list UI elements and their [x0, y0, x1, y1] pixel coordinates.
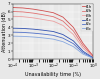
- f2h: [33, 13, 34, 14]
- f2c: [13, 32, 14, 33]
- f2c: [33, 33, 34, 34]
- f3h: [53, 21, 54, 22]
- Line: f2h: f2h: [13, 12, 94, 57]
- f2c: [22, 32, 23, 33]
- f1h: [73, 27, 74, 28]
- Line: f2c: f2c: [13, 32, 94, 58]
- f2h: [22, 11, 23, 12]
- f1c: [53, 31, 54, 32]
- f3c: [82, 54, 84, 55]
- f2h: [42, 14, 43, 15]
- Legend: f1h, f2h, f3h, f1c, f2c, f3c: f1h, f2h, f3h, f1c, f2c, f3c: [81, 4, 93, 31]
- f2h: [53, 16, 54, 17]
- f3c: [62, 41, 64, 42]
- Line: f3h: f3h: [13, 16, 94, 58]
- f3h: [82, 48, 84, 49]
- f1c: [73, 40, 74, 41]
- f3h: [13, 16, 14, 17]
- f3h: [42, 19, 43, 20]
- f2c: [62, 38, 64, 39]
- Line: f1c: f1c: [13, 28, 94, 58]
- f3h: [22, 16, 23, 17]
- f2c: [73, 43, 74, 44]
- f1c: [13, 28, 14, 29]
- f3h: [62, 25, 64, 26]
- f3c: [93, 58, 94, 59]
- f3c: [33, 36, 34, 37]
- Y-axis label: Attenuation (dB): Attenuation (dB): [2, 11, 7, 52]
- Line: f3c: f3c: [13, 36, 94, 58]
- Line: f1h: f1h: [13, 8, 94, 56]
- f1h: [93, 56, 94, 57]
- f2c: [42, 34, 43, 35]
- f1h: [33, 9, 34, 10]
- f2h: [82, 45, 84, 46]
- f3c: [13, 36, 14, 37]
- f1c: [82, 51, 84, 52]
- f1h: [13, 7, 14, 8]
- f1c: [42, 30, 43, 31]
- f1c: [33, 29, 34, 30]
- f1h: [53, 12, 54, 13]
- f2c: [53, 35, 54, 36]
- f3h: [33, 17, 34, 18]
- f2c: [93, 58, 94, 59]
- f1c: [22, 28, 23, 29]
- f1h: [42, 10, 43, 11]
- f2h: [73, 30, 74, 31]
- f3h: [93, 57, 94, 58]
- f3c: [42, 37, 43, 38]
- f3c: [73, 46, 74, 47]
- f1h: [82, 43, 84, 44]
- f2h: [93, 56, 94, 57]
- X-axis label: Unavailability time (%): Unavailability time (%): [25, 72, 81, 77]
- f2h: [13, 11, 14, 12]
- f1c: [93, 58, 94, 59]
- f2c: [82, 52, 84, 53]
- f1c: [62, 34, 64, 35]
- f3c: [22, 36, 23, 37]
- f1h: [62, 17, 64, 18]
- f3c: [53, 39, 54, 40]
- f3h: [73, 34, 74, 35]
